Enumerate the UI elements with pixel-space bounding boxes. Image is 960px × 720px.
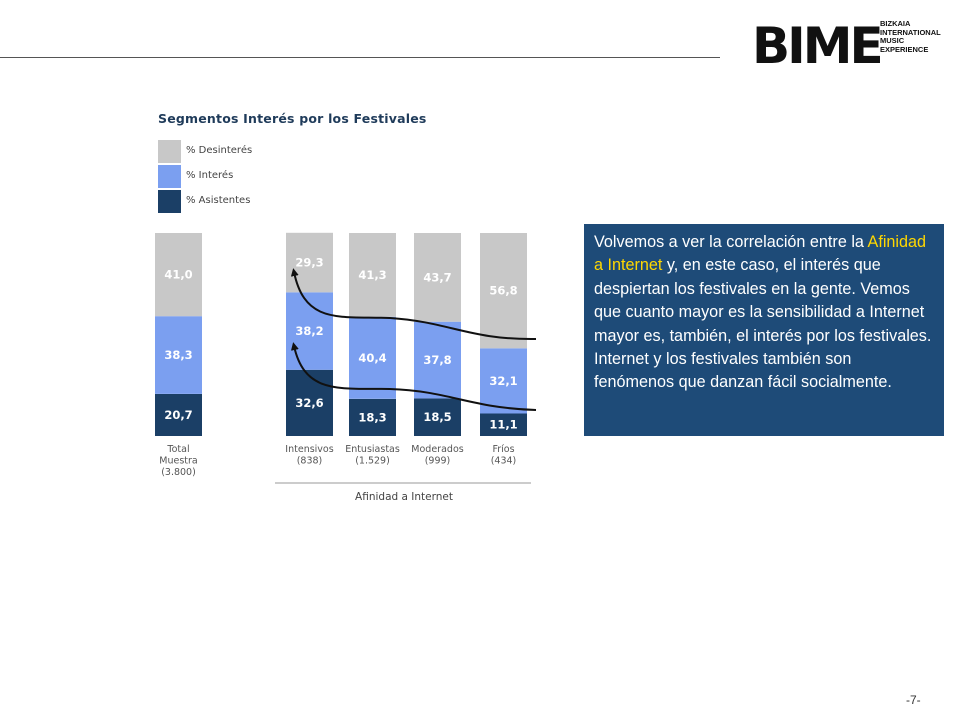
data-label: 38,3 bbox=[164, 348, 192, 362]
data-label: 18,3 bbox=[358, 410, 386, 424]
data-label: 37,8 bbox=[423, 353, 451, 367]
legend-swatch bbox=[158, 165, 181, 188]
bar-segment bbox=[349, 233, 396, 317]
data-label: 41,3 bbox=[358, 268, 386, 282]
category-label: Muestra bbox=[159, 456, 197, 467]
legend-swatch bbox=[158, 140, 181, 163]
data-label: 41,0 bbox=[164, 268, 192, 282]
logo-line: INTERNATIONAL bbox=[880, 27, 941, 37]
bar-segment bbox=[480, 348, 527, 414]
header-rule bbox=[0, 57, 720, 58]
bar-segment bbox=[480, 413, 527, 436]
category-label: Fríos bbox=[492, 444, 514, 455]
bar-segment bbox=[155, 316, 202, 394]
data-label: 38,2 bbox=[295, 324, 323, 338]
callout-text: y, en este caso, el interés que despiert… bbox=[594, 256, 932, 392]
legend-label: % Asistentes bbox=[186, 195, 251, 206]
bar-segment bbox=[414, 398, 461, 436]
trend-arrow-interes bbox=[290, 268, 537, 341]
bar-segment bbox=[286, 232, 333, 293]
data-label: 40,4 bbox=[358, 351, 386, 365]
chart-title: Segmentos Interés por los Festivales bbox=[158, 111, 427, 126]
x-axis-label: Afinidad a Internet bbox=[355, 491, 453, 503]
bar-segment bbox=[349, 398, 396, 436]
category-label: (838) bbox=[297, 456, 323, 467]
data-label: 32,1 bbox=[489, 374, 517, 388]
category-label: Total bbox=[166, 444, 189, 455]
bar-segment bbox=[414, 321, 461, 399]
data-label: 32,6 bbox=[295, 396, 323, 410]
legend-label: % Desinterés bbox=[186, 145, 253, 156]
insight-callout: Volvemos a ver la correlación entre la A… bbox=[584, 224, 944, 436]
category-label: (434) bbox=[491, 456, 517, 467]
logo-line: BIZKAIA bbox=[880, 19, 911, 28]
logo-wordmark: BIME bbox=[752, 17, 884, 75]
legend-label: % Interés bbox=[186, 170, 234, 181]
page-number: -7- bbox=[906, 693, 921, 707]
category-label: (999) bbox=[425, 456, 451, 467]
logo-subtitle: BIZKAIA INTERNATIONAL MUSIC EXPERIENCE bbox=[880, 19, 952, 54]
legend-swatch bbox=[158, 190, 181, 213]
bar-segment bbox=[414, 233, 461, 322]
bar-segment bbox=[286, 369, 333, 436]
data-label: 29,3 bbox=[295, 256, 323, 270]
category-label: Intensivos bbox=[285, 444, 333, 455]
category-label: (1.529) bbox=[355, 456, 390, 467]
data-label: 43,7 bbox=[423, 270, 451, 284]
bar-segment bbox=[155, 394, 202, 436]
data-label: 20,7 bbox=[164, 408, 192, 422]
category-label: Moderados bbox=[411, 444, 463, 455]
bar-segment bbox=[155, 233, 202, 317]
callout-highlight: Afinidad a Internet bbox=[594, 233, 927, 275]
category-label: (3.800) bbox=[161, 467, 196, 478]
data-label: 56,8 bbox=[489, 284, 517, 298]
trend-arrow-asistentes bbox=[290, 342, 537, 411]
category-label: Entusiastas bbox=[345, 444, 400, 455]
data-label: 11,1 bbox=[489, 418, 517, 432]
bime-logo: BIME BIZKAIA INTERNATIONAL MUSIC EXPERIE… bbox=[752, 16, 952, 76]
bar-segment bbox=[480, 233, 527, 349]
data-label: 18,5 bbox=[423, 410, 451, 424]
bar-segment bbox=[349, 316, 396, 399]
callout-text: Volvemos a ver la correlación entre la bbox=[594, 233, 868, 251]
logo-line: MUSIC EXPERIENCE bbox=[880, 36, 929, 54]
